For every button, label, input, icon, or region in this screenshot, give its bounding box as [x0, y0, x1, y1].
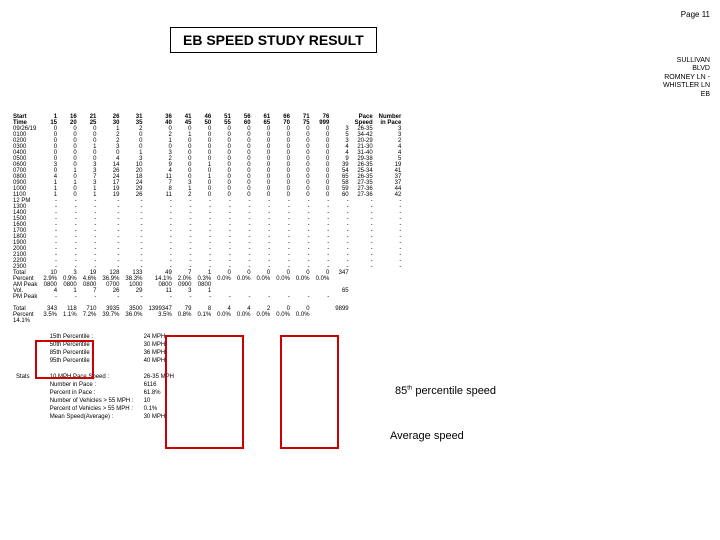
grand-percent-row: Percent3.5%1.1%7.2%39.7%36.0%3.5%0.8%0.1…: [10, 312, 404, 318]
page-title: EB SPEED STUDY RESULT: [170, 27, 377, 53]
highlight-box-2: [165, 335, 244, 449]
highlight-box-1: [35, 340, 94, 379]
page-number: Page 11: [10, 10, 710, 19]
location-info: SULLIVANBLVDROMNEY LN -WHISTLER LNEB: [10, 57, 710, 99]
highlight-box-3: [280, 335, 339, 449]
callout-85th: 85th percentile speed: [395, 385, 496, 397]
speed-data-table: Start 116212631364146515661667176 PaceNu…: [10, 114, 404, 324]
callout-avg: Average speed: [390, 430, 464, 442]
